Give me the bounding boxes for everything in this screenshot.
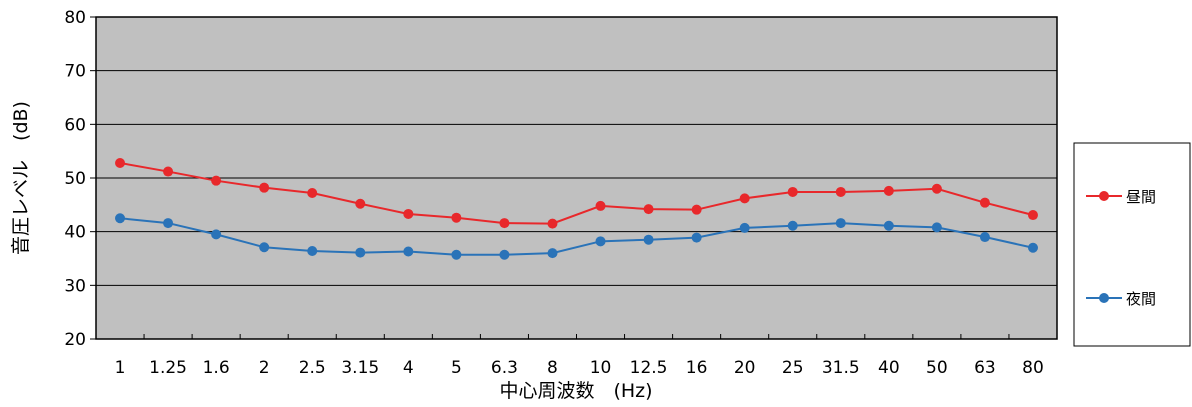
x-tick-label: 1.25 [149,358,187,378]
data-point [355,247,366,258]
x-tick-label: 5 [451,358,462,378]
data-point [931,222,942,233]
data-point [883,220,894,231]
x-axis-title: 中心周波数 (Hz) [499,380,652,402]
y-tick-label: 30 [64,276,86,296]
x-tick-label: 12.5 [630,358,668,378]
x-tick-label: 2 [259,358,270,378]
x-tick-label: 31.5 [822,358,860,378]
data-point [163,218,174,229]
series-layer [115,157,1038,260]
y-axis-title: 音圧レベル (dB) [10,101,32,255]
legend-swatch-marker [1099,191,1109,201]
data-point [979,232,990,243]
data-point [211,229,222,240]
y-tick-label: 50 [64,169,86,189]
data-point [883,185,894,196]
x-tick-label: 50 [926,358,948,378]
data-point [211,175,222,186]
data-point [403,208,414,219]
data-point [739,193,750,204]
series-line [119,161,1034,225]
data-point [595,236,606,247]
data-point [931,183,942,194]
series-2 [115,213,1038,260]
x-tick-label: 2.5 [299,358,326,378]
x-tick-label: 4 [403,358,414,378]
data-point [499,218,510,229]
data-point [835,186,846,197]
data-point [835,218,846,229]
data-point [403,246,414,257]
data-point [259,242,270,253]
data-point [115,157,126,168]
data-point [1027,210,1038,221]
data-point [643,234,654,245]
y-tick-label: 40 [64,223,86,243]
data-point [307,245,318,256]
x-tick-label: 63 [974,358,996,378]
legend-label: 夜間 [1126,290,1156,308]
series-1 [115,157,1038,229]
legend-label: 昼間 [1126,188,1156,206]
data-point [739,222,750,233]
x-tick-label: 40 [878,358,900,378]
data-point [979,197,990,208]
data-point [643,204,654,215]
x-tick-label: 3.15 [341,358,379,378]
data-point [451,249,462,260]
data-point [1027,242,1038,253]
series-line [119,217,1034,256]
x-axis: 1 1.25 1.6 2 2.5 3.15 4 5 6.3 8 10 12.5 16 20 25 31.5 40… [95,334,1058,378]
data-point [547,218,558,229]
x-tick-label: 16 [686,358,708,378]
legend-item: 昼間 [1086,188,1156,206]
data-point [691,232,702,243]
x-tick-label: 20 [734,358,756,378]
legend-box [1073,142,1191,347]
data-point [691,204,702,215]
gridlines [96,70,1057,286]
y-axis: 20 30 40 50 60 70 80 [64,8,96,350]
data-point [307,188,318,199]
data-point [451,212,462,223]
data-point [355,198,366,209]
x-tick-label: 1 [115,358,126,378]
x-tick-label: 6.3 [491,358,518,378]
y-tick-label: 70 [64,62,86,82]
data-point [595,200,606,211]
data-point [547,248,558,259]
x-tick-label: 1.6 [203,358,230,378]
data-point [787,186,798,197]
x-tick-label: 8 [547,358,558,378]
x-tick-label: 10 [590,358,612,378]
x-tick-label: 25 [782,358,804,378]
y-tick-label: 80 [64,8,86,28]
y-tick-label: 20 [64,330,86,350]
x-tick-label: 80 [1022,358,1044,378]
data-point [115,213,126,224]
data-point [259,182,270,193]
legend-item: 夜間 [1086,290,1156,308]
legend-swatch-marker [1099,293,1109,303]
data-point [499,249,510,260]
data-point [787,220,798,231]
data-point [163,166,174,177]
y-tick-label: 60 [64,115,86,135]
